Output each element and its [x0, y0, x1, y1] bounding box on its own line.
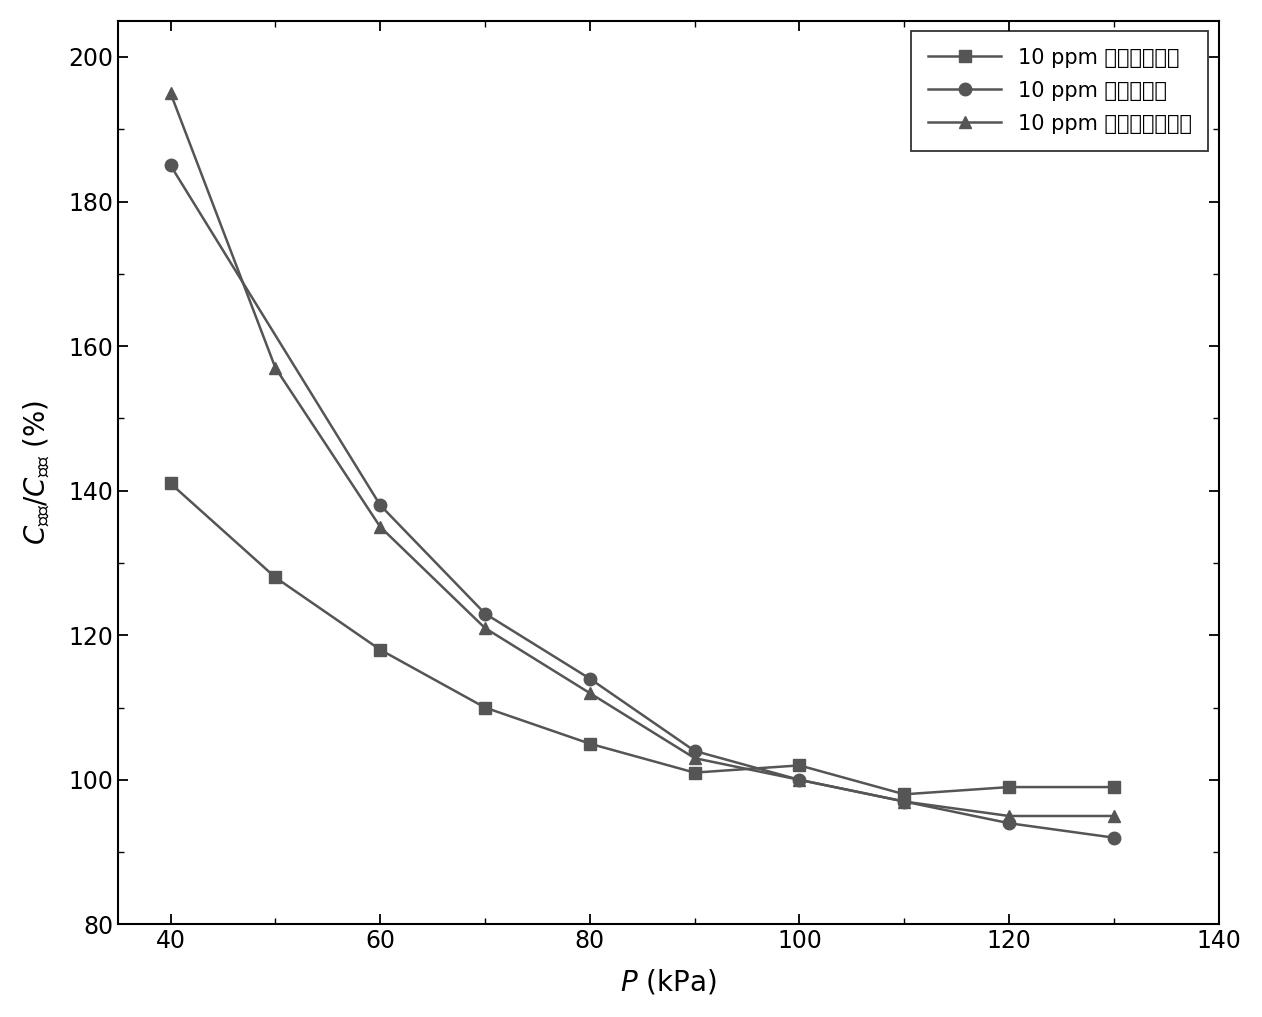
10 ppm 幂函数补偿: [1002, 817, 1017, 829]
Legend: 10 ppm 线性比例补偿, 10 ppm 幂函数补偿, 10 ppm 多项式函数补偿: 10 ppm 线性比例补偿, 10 ppm 幂函数补偿, 10 ppm 多项式函…: [911, 32, 1208, 151]
10 ppm 线性比例补偿: [163, 477, 178, 489]
10 ppm 多项式函数补偿: [372, 521, 387, 533]
10 ppm 多项式函数补偿: [163, 87, 178, 100]
10 ppm 线性比例补偿: [372, 644, 387, 656]
10 ppm 线性比例补偿: [687, 767, 702, 779]
Line: 10 ppm 线性比例补偿: 10 ppm 线性比例补偿: [164, 477, 1121, 800]
10 ppm 线性比例补偿: [791, 760, 806, 772]
10 ppm 多项式函数补偿: [582, 687, 597, 700]
10 ppm 多项式函数补偿: [1002, 810, 1017, 822]
10 ppm 多项式函数补偿: [897, 795, 912, 807]
10 ppm 线性比例补偿: [268, 572, 283, 584]
10 ppm 多项式函数补偿: [477, 622, 492, 635]
10 ppm 幂函数补偿: [372, 499, 387, 512]
10 ppm 线性比例补偿: [582, 737, 597, 750]
10 ppm 幂函数补偿: [1107, 832, 1122, 844]
10 ppm 多项式函数补偿: [268, 362, 283, 374]
10 ppm 线性比例补偿: [1002, 781, 1017, 793]
10 ppm 幂函数补偿: [791, 774, 806, 786]
10 ppm 多项式函数补偿: [687, 752, 702, 764]
Line: 10 ppm 多项式函数补偿: 10 ppm 多项式函数补偿: [164, 86, 1121, 822]
10 ppm 线性比例补偿: [897, 788, 912, 800]
10 ppm 多项式函数补偿: [1107, 810, 1122, 822]
10 ppm 线性比例补偿: [477, 702, 492, 714]
10 ppm 多项式函数补偿: [791, 774, 806, 786]
10 ppm 幂函数补偿: [163, 160, 178, 172]
10 ppm 幂函数补偿: [582, 672, 597, 684]
Line: 10 ppm 幂函数补偿: 10 ppm 幂函数补偿: [164, 159, 1121, 844]
10 ppm 幂函数补偿: [687, 744, 702, 757]
X-axis label: $P$ (kPa): $P$ (kPa): [620, 967, 717, 997]
10 ppm 幂函数补偿: [477, 607, 492, 619]
10 ppm 线性比例补偿: [1107, 781, 1122, 793]
Y-axis label: $C_{仪表}$/$C_{实际}$ (%): $C_{仪表}$/$C_{实际}$ (%): [21, 400, 52, 545]
10 ppm 幂函数补偿: [897, 795, 912, 807]
